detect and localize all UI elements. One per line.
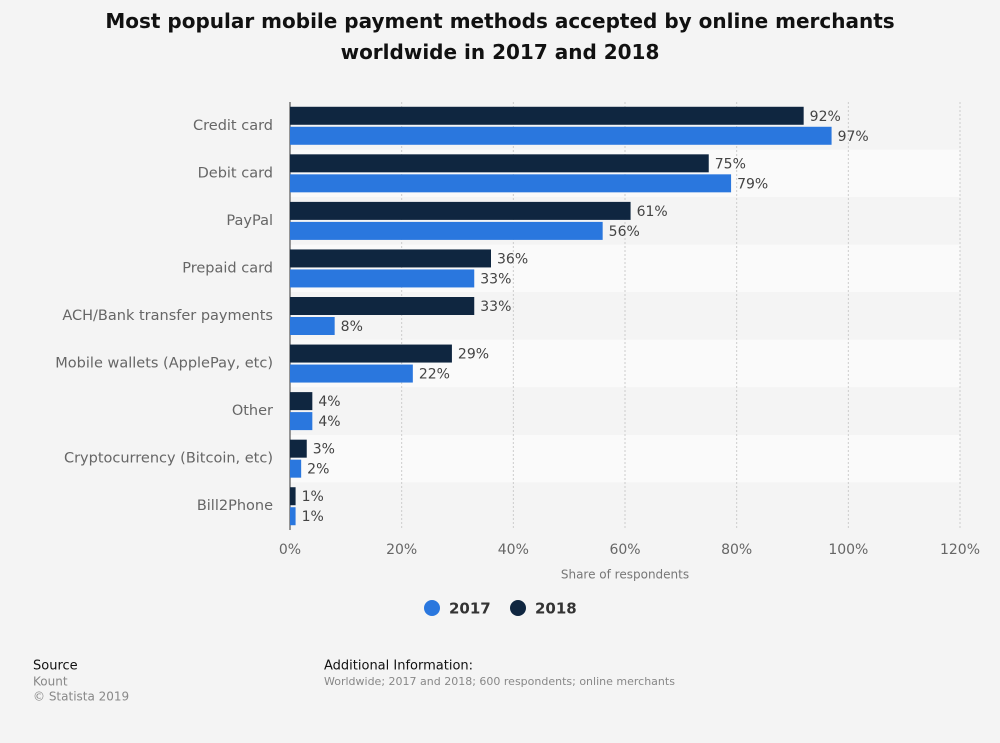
bar [290,297,475,315]
value-label: 29% [458,347,489,363]
bar [290,126,832,145]
chart-title: Most popular mobile payment methods acce… [105,9,894,64]
value-label: 92% [810,109,841,125]
x-tick-label: 0% [279,542,301,558]
bar [290,106,804,125]
x-tick-label: 60% [609,542,640,558]
bar [290,174,732,193]
bar [290,221,603,240]
bar [290,317,335,335]
bar [290,392,313,411]
x-tick-label: 20% [386,542,417,558]
bar [290,439,307,458]
value-label: 4% [318,394,340,410]
legend-marker [510,600,526,616]
bar [290,507,296,526]
value-label: 56% [609,224,640,240]
bar [290,487,296,506]
x-axis-label: Share of respondents [561,568,689,582]
value-label: 33% [480,299,511,315]
value-label: 36% [497,251,528,267]
source-line: Kount [33,675,68,689]
source-heading: Source [33,659,78,674]
bar [290,344,452,363]
bar [290,412,313,431]
value-label: 75% [715,156,746,172]
source-line: © Statista 2019 [33,690,129,704]
y-tick-label: Bill2Phone [197,498,273,514]
value-label: 97% [838,129,869,145]
x-tick-label: 40% [498,542,529,558]
bar [290,249,491,268]
y-tick-label: Prepaid card [182,260,273,276]
y-tick-label: ACH/Bank transfer payments [62,308,273,324]
bar [290,201,631,220]
value-label: 79% [737,176,768,192]
bar [290,459,302,478]
additional-text: Worldwide; 2017 and 2018; 600 respondent… [324,675,675,688]
value-label: 3% [313,442,335,458]
bar [290,154,709,173]
x-tick-label: 80% [721,542,752,558]
legend-marker [424,600,440,616]
bar [290,364,413,383]
value-label: 4% [318,414,340,430]
value-label: 61% [637,204,668,220]
value-label: 22% [419,367,450,383]
y-tick-label: Debit card [198,165,273,181]
value-label: 1% [302,509,324,525]
value-label: 33% [480,271,511,287]
legend-label: 2017 [449,600,491,618]
y-tick-label: Credit card [193,118,273,134]
value-label: 1% [302,489,324,505]
additional-heading: Additional Information: [324,659,473,674]
x-tick-label: 120% [940,542,980,558]
y-tick-label: Mobile wallets (ApplePay, etc) [55,356,273,372]
value-label: 2% [307,462,329,478]
y-tick-label: Other [232,403,273,419]
y-tick-label: Cryptocurrency (Bitcoin, etc) [64,451,273,467]
value-label: 8% [341,319,363,335]
x-tick-label: 100% [828,542,868,558]
y-tick-label: PayPal [226,213,273,229]
legend-label: 2018 [535,600,577,618]
bar [290,269,475,288]
